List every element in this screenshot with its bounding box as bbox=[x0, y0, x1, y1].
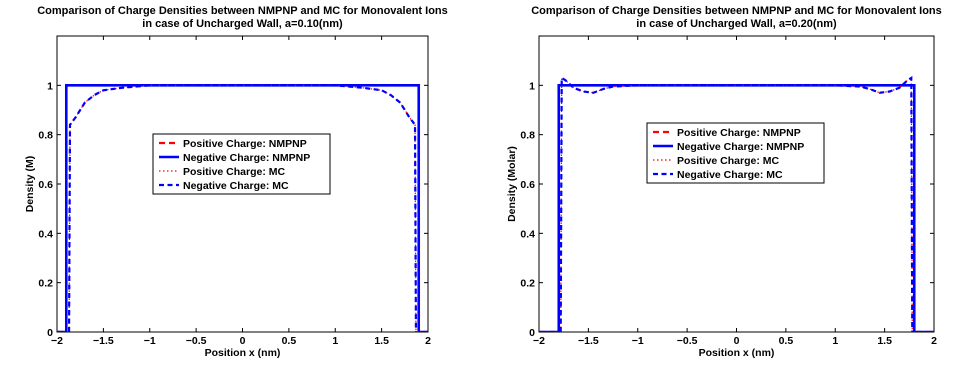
x-tick-label: −0.5 bbox=[677, 335, 698, 347]
chart-title: Comparison of Charge Densities between N… bbox=[531, 5, 942, 17]
x-tick-label: −1 bbox=[144, 335, 156, 347]
legend-entry-3: Negative Charge: MC bbox=[183, 180, 289, 192]
y-tick-label: 0 bbox=[47, 327, 53, 339]
x-axis-label: Position x (nm) bbox=[699, 347, 775, 359]
x-tick-label: −1 bbox=[632, 335, 644, 347]
chart-panel-right: Comparison of Charge Densities between N… bbox=[482, 0, 964, 366]
legend-box bbox=[646, 122, 825, 184]
x-tick-label: −1.5 bbox=[578, 335, 599, 347]
y-tick-label: 0.4 bbox=[38, 228, 53, 240]
y-tick-label: 0.4 bbox=[520, 228, 535, 240]
legend-entry-2: Positive Charge: MC bbox=[183, 166, 286, 178]
x-tick-label: −2 bbox=[51, 335, 63, 347]
y-tick-label: 0.6 bbox=[38, 179, 53, 191]
plot-area bbox=[538, 35, 935, 333]
y-axis-label: Density (M) bbox=[24, 156, 36, 213]
chart-title: Comparison of Charge Densities between N… bbox=[37, 5, 448, 17]
x-tick-label: −2 bbox=[533, 335, 545, 347]
x-tick-label: −1.5 bbox=[93, 335, 114, 347]
x-tick-label: 0.5 bbox=[282, 335, 297, 347]
legend-entry-0: Positive Charge: NMPNP bbox=[183, 138, 307, 150]
legend-entry-0: Positive Charge: NMPNP bbox=[677, 127, 801, 139]
chart-left: Comparison of Charge Densities between N… bbox=[24, 5, 448, 359]
y-tick-label: 0.8 bbox=[520, 130, 535, 142]
chart-subtitle: in case of Uncharged Wall, a=0.10(nm) bbox=[142, 18, 343, 30]
x-tick-label: 1 bbox=[332, 335, 338, 347]
y-tick-label: 0.6 bbox=[520, 179, 535, 191]
y-tick-label: 1 bbox=[47, 80, 53, 92]
x-tick-label: 0 bbox=[734, 335, 740, 347]
series-line-3 bbox=[559, 75, 914, 332]
x-tick-label: 1.5 bbox=[877, 335, 892, 347]
series-group bbox=[539, 75, 934, 332]
legend-box bbox=[152, 133, 331, 195]
x-tick-label: 2 bbox=[931, 335, 937, 347]
y-tick-label: 0.2 bbox=[520, 278, 535, 290]
chart-subtitle: in case of Uncharged Wall, a=0.20(nm) bbox=[636, 18, 837, 30]
legend-entry-1: Negative Charge: NMPNP bbox=[677, 141, 804, 153]
series-group bbox=[57, 84, 428, 332]
legend-entry-2: Positive Charge: MC bbox=[677, 155, 780, 167]
x-tick-label: 0.5 bbox=[779, 335, 794, 347]
y-tick-label: 0.8 bbox=[38, 130, 53, 142]
series-line-3 bbox=[67, 84, 418, 332]
x-tick-label: 1 bbox=[832, 335, 838, 347]
y-axis-label: Density (Molar) bbox=[506, 146, 518, 222]
x-tick-label: 0 bbox=[240, 335, 246, 347]
x-axis-label: Position x (nm) bbox=[205, 347, 281, 359]
y-tick-label: 1 bbox=[529, 80, 535, 92]
y-tick-label: 0 bbox=[529, 327, 535, 339]
legend-entry-3: Negative Charge: MC bbox=[677, 169, 783, 181]
x-tick-label: −0.5 bbox=[186, 335, 207, 347]
chart-right: Comparison of Charge Densities between N… bbox=[506, 5, 942, 359]
y-tick-label: 0.2 bbox=[38, 278, 53, 290]
legend-entry-1: Negative Charge: NMPNP bbox=[183, 152, 310, 164]
chart-panel-left: Comparison of Charge Densities between N… bbox=[0, 0, 482, 366]
x-tick-label: 2 bbox=[425, 335, 431, 347]
x-tick-label: 1.5 bbox=[374, 335, 389, 347]
